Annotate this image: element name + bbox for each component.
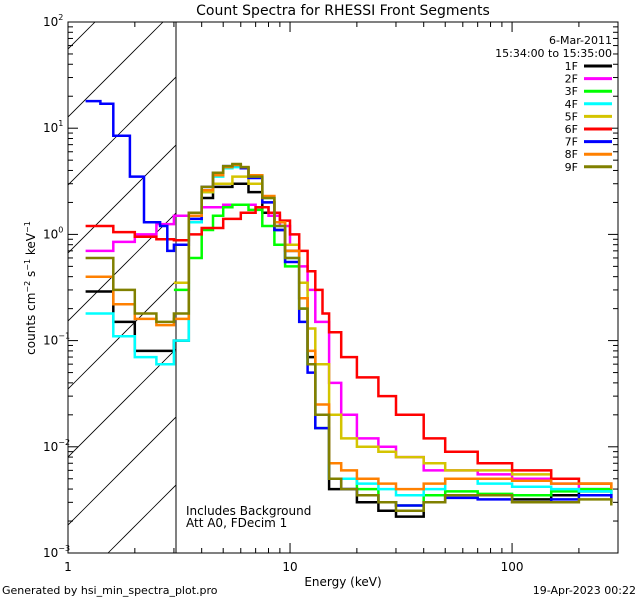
legend-label: 2F bbox=[565, 73, 578, 86]
x-axis-label: Energy (keV) bbox=[304, 575, 381, 589]
hatch-line bbox=[68, 416, 176, 526]
hatch-line bbox=[68, 76, 176, 186]
hatch-line bbox=[68, 22, 164, 118]
series-7F bbox=[85, 99, 613, 507]
plot-frame bbox=[67, 21, 619, 554]
x-tick-label: 10 bbox=[282, 560, 297, 574]
legend-label: 3F bbox=[565, 85, 578, 98]
series-8F bbox=[85, 163, 613, 491]
hatch-line bbox=[68, 144, 176, 254]
annotation-attenuator: Att A0, FDecim 1 bbox=[186, 516, 287, 530]
y-tick-label: 10−2 bbox=[43, 438, 70, 454]
x-tick-label: 1 bbox=[64, 560, 72, 574]
hatch-line bbox=[0, 0, 96, 553]
y-axis-label: counts cm−2 s−1 keV−1 bbox=[23, 221, 38, 355]
y-tick-label: 100 bbox=[43, 225, 63, 241]
series-3F bbox=[173, 203, 613, 507]
date-label: 6-Mar-2011 bbox=[549, 34, 612, 47]
chart-title: Count Spectra for RHESSI Front Segments bbox=[196, 3, 490, 19]
x-tick-labels: 1 10 100 bbox=[64, 560, 523, 574]
y-tick-labels: 10−3 10−2 10−1 100 101 102 bbox=[43, 13, 70, 560]
legend-label: 7F bbox=[565, 136, 578, 149]
series-4F bbox=[85, 165, 613, 497]
x-tick-label: 100 bbox=[501, 560, 524, 574]
y-tick-label: 101 bbox=[43, 119, 63, 135]
y-tick-label: 10−1 bbox=[43, 332, 70, 348]
series-2F bbox=[85, 203, 613, 503]
series-5F bbox=[173, 175, 613, 490]
legend-label: 9F bbox=[565, 161, 578, 174]
annotation-background: Includes Background bbox=[186, 504, 311, 518]
time-range-label: 15:34:00 to 15:35:00 bbox=[495, 47, 612, 60]
legend-label: 1F bbox=[565, 60, 578, 73]
legend-label: 6F bbox=[565, 123, 578, 136]
legend-label: 8F bbox=[565, 148, 578, 161]
y-tick-label: 102 bbox=[43, 13, 63, 29]
hatch-line bbox=[68, 212, 176, 322]
series-layer bbox=[85, 99, 613, 518]
y-tick-label: 10−3 bbox=[43, 544, 70, 560]
legend-label: 4F bbox=[565, 98, 578, 111]
legend-label: 5F bbox=[565, 110, 578, 123]
footer-generated-by: Generated by hsi_min_spectra_plot.pro bbox=[2, 584, 218, 597]
series-6F bbox=[85, 206, 613, 490]
footer-timestamp: 19-Apr-2023 00:22 bbox=[533, 584, 636, 597]
hatch-line bbox=[68, 348, 176, 458]
hatch-line bbox=[584, 0, 640, 553]
series-9F bbox=[85, 162, 613, 512]
series-1F bbox=[85, 182, 613, 518]
hatched-region bbox=[0, 0, 640, 553]
